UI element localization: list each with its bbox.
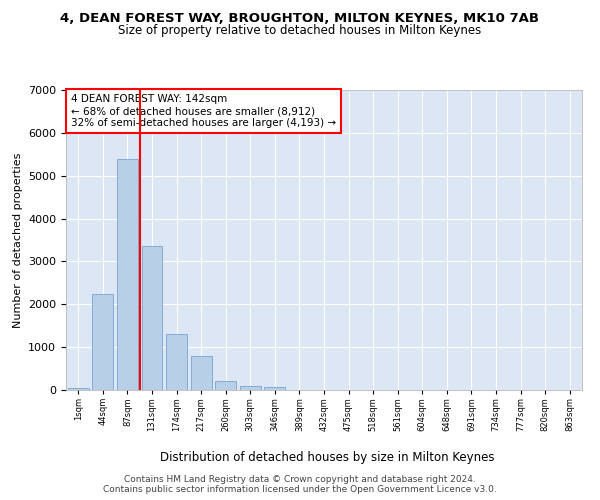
Text: Size of property relative to detached houses in Milton Keynes: Size of property relative to detached ho… (118, 24, 482, 37)
Y-axis label: Number of detached properties: Number of detached properties (13, 152, 23, 328)
Bar (166, 334, 187, 390)
Bar (240, 386, 261, 390)
Bar (191, 356, 212, 390)
Bar (265, 387, 286, 390)
Text: Contains public sector information licensed under the Open Government Licence v3: Contains public sector information licen… (103, 484, 497, 494)
Bar (117, 158, 138, 390)
Bar (215, 382, 236, 390)
Text: Contains HM Land Registry data © Crown copyright and database right 2024.: Contains HM Land Registry data © Crown c… (124, 474, 476, 484)
Bar (68, 388, 89, 390)
Bar (142, 246, 163, 390)
Text: 4 DEAN FOREST WAY: 142sqm
← 68% of detached houses are smaller (8,912)
32% of se: 4 DEAN FOREST WAY: 142sqm ← 68% of detac… (71, 94, 336, 128)
Bar (92, 294, 113, 390)
Text: 4, DEAN FOREST WAY, BROUGHTON, MILTON KEYNES, MK10 7AB: 4, DEAN FOREST WAY, BROUGHTON, MILTON KE… (61, 12, 539, 26)
Text: Distribution of detached houses by size in Milton Keynes: Distribution of detached houses by size … (160, 451, 494, 464)
